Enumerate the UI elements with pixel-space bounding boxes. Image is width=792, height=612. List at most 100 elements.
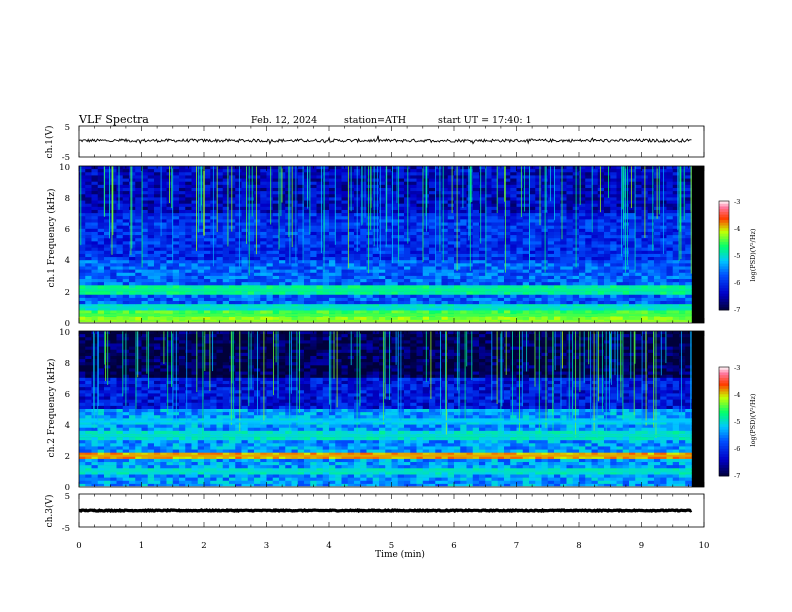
ch1-spectrogram-cell <box>447 219 455 223</box>
ch1-spectrogram-cell <box>491 244 499 248</box>
ch1-spectrogram-cell <box>366 247 374 252</box>
ch1-spectrogram-cell <box>629 213 636 217</box>
ch1-spectrogram-cell <box>522 166 530 170</box>
ch1-spectrogram-cell <box>491 238 499 242</box>
ch1-spectrogram-cell <box>491 203 499 208</box>
ch1-spectrogram-cell <box>291 282 299 286</box>
ch1-spectrogram-cell <box>335 247 342 252</box>
ch1-spectrogram-cell <box>522 209 530 214</box>
ch1-spectrogram-cell <box>491 241 499 245</box>
ch1-spectrogram-cell <box>297 216 305 220</box>
ch1-spectrogram-cell <box>466 238 474 242</box>
ch1-spectrogram-cell <box>285 291 292 296</box>
ch1-spectrogram-cell <box>372 225 380 230</box>
ch1-spectrogram-cell <box>491 197 499 201</box>
ch1-spectrogram-cell <box>597 203 605 208</box>
ch1-spectrogram-cell <box>566 200 574 204</box>
ch1-spectrogram-cell <box>635 169 642 173</box>
ch1-spectrogram-cell <box>391 228 399 233</box>
ch1-spectrogram-cell <box>129 310 136 314</box>
ch1-spectrogram-cell <box>235 235 242 239</box>
ch1-spectrogram-cell <box>385 231 392 236</box>
ch1-spectrogram-cell <box>329 184 336 189</box>
ch1-spectrogram-cell <box>222 241 230 245</box>
ch1-spectrogram-cell <box>460 247 467 252</box>
ch1-spectrogram-cell <box>216 206 224 211</box>
ch1-spectrogram-cell <box>191 231 199 236</box>
ch1-spectrogram-cell <box>522 169 530 173</box>
ch1-spectrogram-cell <box>629 169 636 173</box>
ch1-spectrogram-cell <box>516 200 524 204</box>
ch1-spectrogram-cell <box>147 169 155 173</box>
ch1-spectrogram-cell <box>485 250 492 255</box>
ch1-spectrogram-cell <box>147 244 155 248</box>
ch1-spectrogram-cell <box>366 301 374 305</box>
ch1-spectrogram-cell <box>504 244 511 248</box>
ch1-spectrogram-cell <box>372 169 380 173</box>
ch1-spectrogram-cell <box>166 222 174 226</box>
ch1-spectrogram-cell <box>285 253 292 258</box>
ch1-spectrogram-cell <box>560 178 567 182</box>
ch1-spectrogram-cell <box>291 209 299 214</box>
ch1-spectrogram-cell <box>266 282 274 286</box>
ch1-spectrogram-cell <box>147 222 155 226</box>
ch1-spectrogram-cell <box>254 291 261 296</box>
ch1-spectrogram-cell <box>166 225 174 230</box>
ch1-spectrogram-cell <box>347 225 355 230</box>
ch1-spectrogram-cell <box>429 222 436 226</box>
ch1-spectrogram-cell <box>560 209 567 214</box>
ch1-spectrogram-cell <box>597 235 605 239</box>
ch1-spectrogram-cell <box>316 307 324 311</box>
ch1-spectrogram-cell <box>479 238 486 242</box>
ch1-spectrogram-cell <box>335 166 342 170</box>
ch1-spectrogram-cell <box>479 197 486 201</box>
ch1-spectrogram-cell <box>235 172 242 176</box>
ch1-spectrogram-cell <box>154 206 161 211</box>
ch1-spectrogram-cell <box>166 316 174 321</box>
ch1-spectrogram-cell <box>535 175 542 179</box>
ch1-spectrogram-cell <box>660 257 667 261</box>
ch1-spectrogram-cell <box>341 222 349 226</box>
ch1-spectrogram-cell <box>547 166 555 170</box>
ch1-spectrogram-cell <box>322 301 330 305</box>
ch1-spectrogram-cell <box>135 307 142 311</box>
ch1-spectrogram-cell <box>116 175 124 179</box>
ch1-spectrogram-cell <box>585 260 592 264</box>
ch1-spectrogram-cell <box>522 187 530 192</box>
ch1-spectrogram-cell <box>654 301 661 305</box>
ch1-spectrogram-cell <box>535 279 542 283</box>
ch1-spectrogram-cell <box>322 213 330 217</box>
ch1-spectrogram-cell <box>235 181 242 186</box>
ch1-spectrogram-cell <box>135 250 142 255</box>
ch1-spectrogram-cell <box>410 266 417 270</box>
ch1-spectrogram-cell <box>104 197 111 201</box>
ch1-spectrogram-cell <box>479 175 486 179</box>
ch1-spectrogram-cell <box>116 304 124 308</box>
ch1-spectrogram-cell <box>229 297 236 302</box>
ch1-spectrogram-cell <box>260 260 267 264</box>
ch1-spectrogram-cell <box>147 178 155 182</box>
ch1-spectrogram-cell <box>222 191 230 195</box>
ch1-spectrogram-cell <box>122 285 130 289</box>
ch1-spectrogram-cell <box>416 297 424 302</box>
ch1-spectrogram-cell <box>85 206 92 211</box>
ch1-spectrogram-cell <box>247 304 255 308</box>
ch1-spectrogram-cell <box>354 282 361 286</box>
ch1-spectrogram-cell <box>166 244 174 248</box>
ch1-spectrogram-cell <box>216 257 224 261</box>
ch1-spectrogram-cell <box>610 285 617 289</box>
ch1-spectrogram-cell <box>254 304 261 308</box>
ch1-spectrogram-cell <box>441 304 449 308</box>
ch1-spectrogram-cell <box>166 209 174 214</box>
ch1-spectrogram-cell <box>435 219 442 223</box>
ch1-spectrogram-cell <box>510 269 517 274</box>
ch1-spectrogram-cell <box>329 187 336 192</box>
ch1-spectrogram-cell <box>316 279 324 283</box>
ch1-spectrogram-cell <box>229 175 236 179</box>
ch1-spectrogram-cell <box>104 231 111 236</box>
ch1-spectrogram-cell <box>385 310 392 314</box>
ch1-spectrogram-cell <box>222 310 230 314</box>
ch1-spectrogram-cell <box>197 187 205 192</box>
ch1-spectrogram-cell <box>85 219 92 223</box>
ch1-spectrogram-cell <box>591 225 599 230</box>
